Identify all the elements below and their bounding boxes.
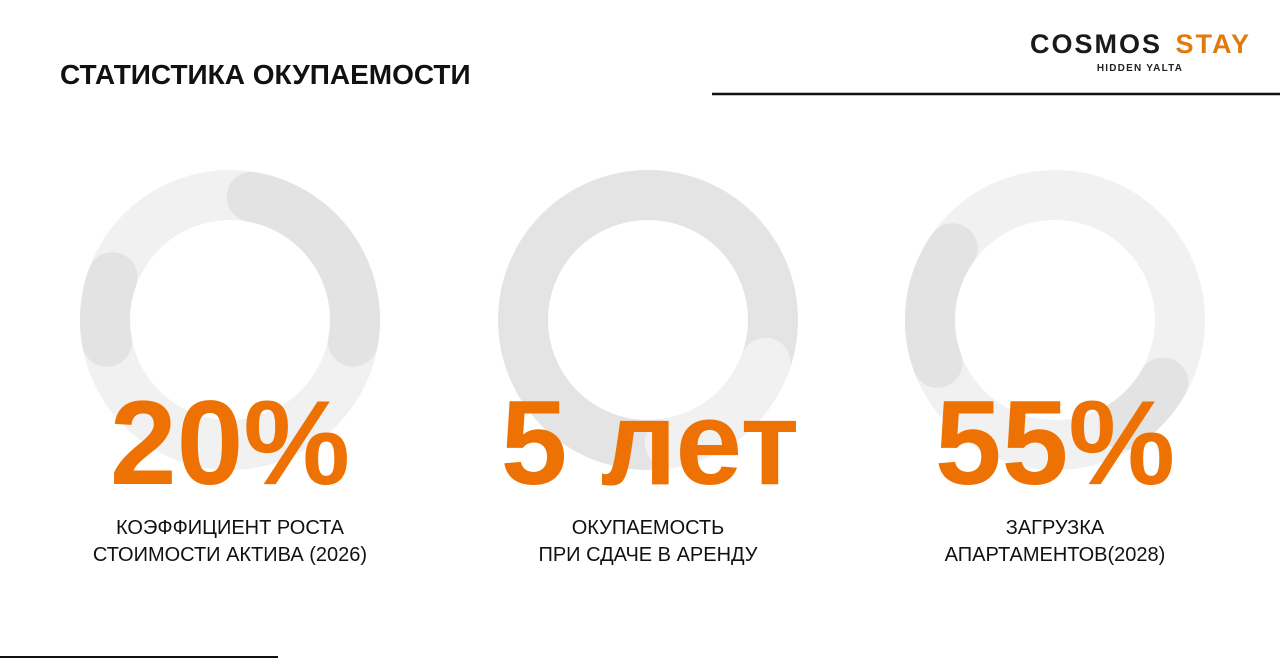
stat-label: КОЭФФИЦИЕНТ РОСТА	[116, 517, 345, 539]
ring	[80, 170, 380, 470]
stat-value: 20%	[110, 376, 350, 510]
logo: COSMOS STAY	[1030, 29, 1251, 59]
ring-arc	[226, 171, 380, 367]
ring-arc	[80, 252, 138, 367]
stat-label: ПРИ СДАЧЕ В АРЕНДУ	[538, 544, 757, 566]
logo-tagline: HIDDEN YALTA	[1097, 63, 1183, 74]
ring	[904, 170, 1205, 470]
stat-label: ЗАГРУЗКА	[1006, 517, 1105, 539]
logo-word: COSMOS	[1030, 29, 1162, 59]
stat-value: 5 лет	[501, 376, 800, 510]
logo-word: STAY	[1176, 29, 1252, 59]
stat-label: АПАРТАМЕНТОВ(2028)	[945, 544, 1166, 566]
slide-title: СТАТИСТИКА ОКУПАЕМОСТИ	[60, 59, 471, 90]
stat-label: ОКУПАЕМОСТЬ	[572, 517, 725, 539]
ring	[498, 170, 798, 470]
stat-label: СТОИМОСТИ АКТИВА (2026)	[93, 544, 367, 566]
stat-value: 55%	[935, 376, 1175, 510]
ring-arc	[644, 337, 791, 469]
ring-arc	[1098, 357, 1189, 450]
ring-arc	[904, 223, 978, 388]
